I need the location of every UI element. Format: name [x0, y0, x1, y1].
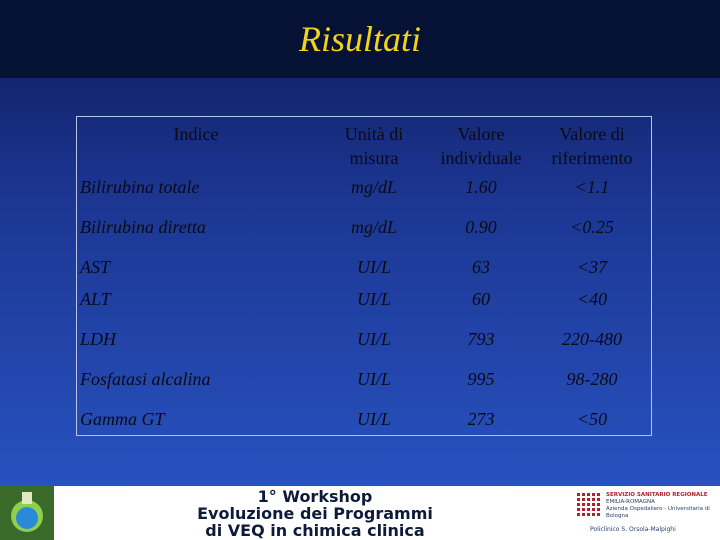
row-value: 273	[467, 409, 495, 429]
row-name: Fosfatasi alcalina	[80, 369, 211, 389]
workshop-line1: 1° Workshop	[257, 487, 373, 506]
row-value: 995	[467, 369, 495, 389]
row-ref: <37	[576, 257, 608, 277]
row-value: 63	[472, 257, 490, 277]
region-line3: Azienda Ospedaliero - Universitaria di B…	[606, 506, 710, 519]
row-name: Gamma GT	[80, 409, 165, 429]
row-value: 60	[472, 289, 490, 309]
row-unit: mg/dL	[350, 217, 397, 237]
row-name: ALT	[80, 289, 111, 309]
header-index: Indice	[173, 124, 219, 144]
row-name: LDH	[80, 329, 117, 349]
flask-logo-icon	[0, 486, 54, 540]
row-value: 0.90	[465, 217, 497, 237]
row-name: Bilirubina diretta	[80, 217, 206, 237]
row-unit: UI/L	[356, 409, 391, 429]
workshop-line3: di VEQ in chimica clinica	[205, 521, 425, 540]
row-ref: <50	[576, 409, 608, 429]
row-ref: 220-480	[562, 329, 622, 349]
row-name: AST	[80, 257, 111, 277]
header-unit-line2: misura	[349, 148, 399, 168]
results-table	[76, 116, 652, 436]
header-value-line2: individuale	[440, 148, 522, 168]
row-unit: UI/L	[356, 369, 391, 389]
region-text: SERVIZIO SANITARIO REGIONALE EMILIA-ROMA…	[606, 492, 718, 520]
row-unit: UI/L	[356, 257, 391, 277]
policlinico-label: Policlinico S. Orsola-Malpighi	[590, 526, 676, 533]
title-bar	[0, 0, 720, 78]
row-unit: UI/L	[356, 329, 391, 349]
region-logo-icon	[577, 493, 600, 516]
row-unit: UI/L	[356, 289, 391, 309]
header-unit-line1: Unità di	[344, 124, 404, 144]
header-value-line1: Valore	[457, 124, 505, 144]
row-name: Bilirubina totale	[80, 177, 200, 197]
header-ref-line1: Valore di	[559, 124, 625, 144]
region-line1: SERVIZIO SANITARIO REGIONALE	[606, 492, 708, 498]
row-ref: 98-280	[566, 369, 618, 389]
row-ref: <40	[576, 289, 608, 309]
row-ref: <1.1	[574, 177, 610, 197]
row-value: 793	[467, 329, 495, 349]
region-line2: EMILIA-ROMAGNA	[606, 499, 655, 505]
workshop-line2: Evoluzione dei Programmi	[197, 504, 433, 523]
page-title: Risultati	[298, 19, 421, 59]
row-ref: <0.25	[570, 217, 614, 237]
footer-banner: 1° Workshop Evoluzione dei Programmi di …	[0, 486, 720, 540]
row-value: 1.60	[465, 177, 497, 197]
row-unit: mg/dL	[350, 177, 397, 197]
header-ref-line2: riferimento	[551, 148, 633, 168]
workshop-title: 1° Workshop Evoluzione dei Programmi di …	[140, 488, 490, 539]
